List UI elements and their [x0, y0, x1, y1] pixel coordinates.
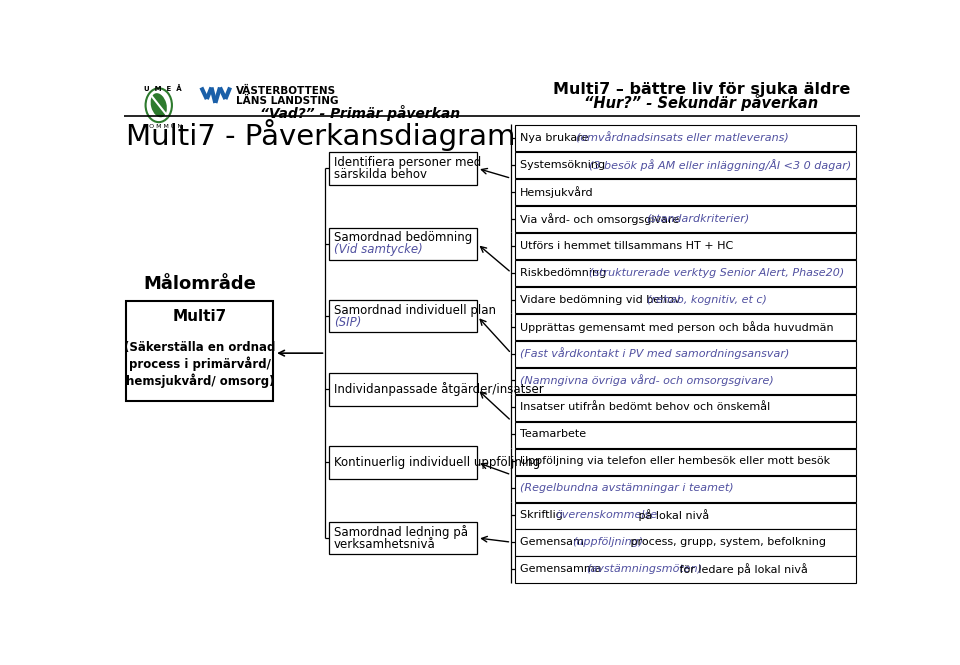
Text: “Vad?” - Primär påverkan: “Vad?” - Primär påverkan [260, 105, 460, 121]
Text: “Hur?” - Sekundär påverkan: “Hur?” - Sekundär påverkan [585, 94, 818, 112]
Text: verksamhetsnivå: verksamhetsnivå [334, 537, 436, 551]
Text: för ledare på lokal nivå: för ledare på lokal nivå [676, 563, 807, 575]
FancyBboxPatch shape [329, 227, 476, 260]
Text: Identifiera personer med: Identifiera personer med [334, 156, 481, 169]
Text: Insatser utifrån bedömt behov och önskemål: Insatser utifrån bedömt behov och önskem… [520, 402, 770, 412]
Text: (3 besök på AM eller inläggning/ÅI <3 0 dagar): (3 besök på AM eller inläggning/ÅI <3 0 … [588, 159, 851, 171]
Text: (rehab, kognitiv, et c): (rehab, kognitiv, et c) [647, 295, 767, 305]
FancyBboxPatch shape [516, 557, 856, 583]
FancyBboxPatch shape [516, 529, 856, 556]
Text: Via vård- och omsorgsgivare: Via vård- och omsorgsgivare [520, 213, 683, 225]
Text: Systemsökning: Systemsökning [520, 160, 609, 170]
Text: Multi7 - Påverkansdiagram: Multi7 - Påverkansdiagram [126, 119, 516, 151]
Text: Utförs i hemmet tillsammans HT + HC: Utförs i hemmet tillsammans HT + HC [520, 241, 733, 251]
Text: (Namngivna övriga vård- och omsorgsgivare): (Namngivna övriga vård- och omsorgsgivar… [520, 374, 774, 386]
Text: Individanpassade åtgärder/insatser: Individanpassade åtgärder/insatser [334, 382, 543, 396]
FancyBboxPatch shape [516, 395, 856, 421]
Text: Samordnad bedömning: Samordnad bedömning [334, 231, 472, 244]
Text: (Regelbundna avstämningar i teamet): (Regelbundna avstämningar i teamet) [520, 483, 733, 493]
FancyBboxPatch shape [329, 522, 476, 554]
Text: särskilda behov: särskilda behov [334, 168, 427, 181]
FancyBboxPatch shape [516, 152, 856, 178]
Text: Nya brukare: Nya brukare [520, 133, 592, 143]
Text: process, grupp, system, befolkning: process, grupp, system, befolkning [627, 537, 827, 547]
Text: Gemensamma: Gemensamma [520, 564, 605, 574]
Text: (avstämningsmöten): (avstämningsmöten) [586, 564, 702, 574]
FancyBboxPatch shape [516, 503, 856, 529]
Text: på lokal nivå: på lokal nivå [635, 509, 709, 521]
Text: Hemsjukvård: Hemsjukvård [520, 186, 593, 198]
Text: Samordnad ledning på: Samordnad ledning på [334, 525, 468, 539]
Text: (SIP): (SIP) [334, 316, 361, 329]
FancyBboxPatch shape [516, 368, 856, 394]
FancyBboxPatch shape [516, 260, 856, 286]
FancyBboxPatch shape [329, 373, 476, 406]
FancyBboxPatch shape [516, 233, 856, 259]
Text: Samordnad individuell plan: Samordnad individuell plan [334, 303, 496, 317]
Text: U  M  E  Å: U M E Å [144, 85, 181, 92]
Text: (Säkerställa en ordnad
process i primärvård/
hemsjukvård/ omsorg): (Säkerställa en ordnad process i primärv… [124, 341, 276, 388]
FancyBboxPatch shape [516, 179, 856, 205]
FancyBboxPatch shape [126, 301, 274, 401]
Ellipse shape [151, 93, 167, 117]
FancyBboxPatch shape [329, 152, 476, 184]
FancyBboxPatch shape [329, 446, 476, 479]
Text: (Vid samtycke): (Vid samtycke) [334, 243, 422, 257]
Text: (standardkriterier): (standardkriterier) [646, 213, 750, 224]
Text: LÄNS LANDSTING: LÄNS LANDSTING [236, 96, 339, 106]
Text: (uppföljning): (uppföljning) [572, 537, 643, 547]
Text: Riskbedömning: Riskbedömning [520, 268, 610, 278]
Text: Multi7 – bättre liv för sjuka äldre: Multi7 – bättre liv för sjuka äldre [553, 82, 850, 97]
FancyBboxPatch shape [516, 422, 856, 448]
Text: Gemensam: Gemensam [520, 537, 588, 547]
FancyBboxPatch shape [329, 300, 476, 332]
FancyBboxPatch shape [516, 341, 856, 367]
FancyBboxPatch shape [516, 206, 856, 232]
Text: K O M M U N: K O M M U N [143, 124, 182, 129]
Text: Upprättas gemensamt med person och båda huvudmän: Upprättas gemensamt med person och båda … [520, 321, 833, 332]
Text: Teamarbete: Teamarbete [520, 430, 586, 440]
FancyBboxPatch shape [516, 287, 856, 313]
Text: överenskommelse: överenskommelse [556, 510, 658, 520]
FancyBboxPatch shape [516, 314, 856, 340]
Text: Kontinuerlig individuell uppföljning: Kontinuerlig individuell uppföljning [334, 456, 540, 469]
Text: VÄSTERBOTTENS: VÄSTERBOTTENS [236, 86, 336, 96]
Text: Uppföljning via telefon eller hembesök eller mott besök: Uppföljning via telefon eller hembesök e… [520, 456, 830, 466]
Text: (omvårdnadsinsats eller matleverans): (omvårdnadsinsats eller matleverans) [576, 132, 788, 144]
Text: Målområde: Målområde [143, 275, 256, 293]
FancyBboxPatch shape [516, 125, 856, 152]
FancyBboxPatch shape [516, 449, 856, 475]
Text: (Fast vårdkontakt i PV med samordningsansvar): (Fast vårdkontakt i PV med samordningsan… [520, 348, 789, 360]
Text: Vidare bedömning vid behov: Vidare bedömning vid behov [520, 295, 684, 305]
Text: Multi7: Multi7 [173, 309, 227, 324]
FancyBboxPatch shape [516, 475, 856, 502]
Text: Skriftlig: Skriftlig [520, 510, 566, 520]
Text: (strukturerade verktyg Senior Alert, Phase20): (strukturerade verktyg Senior Alert, Pha… [589, 268, 845, 278]
Ellipse shape [146, 88, 172, 122]
